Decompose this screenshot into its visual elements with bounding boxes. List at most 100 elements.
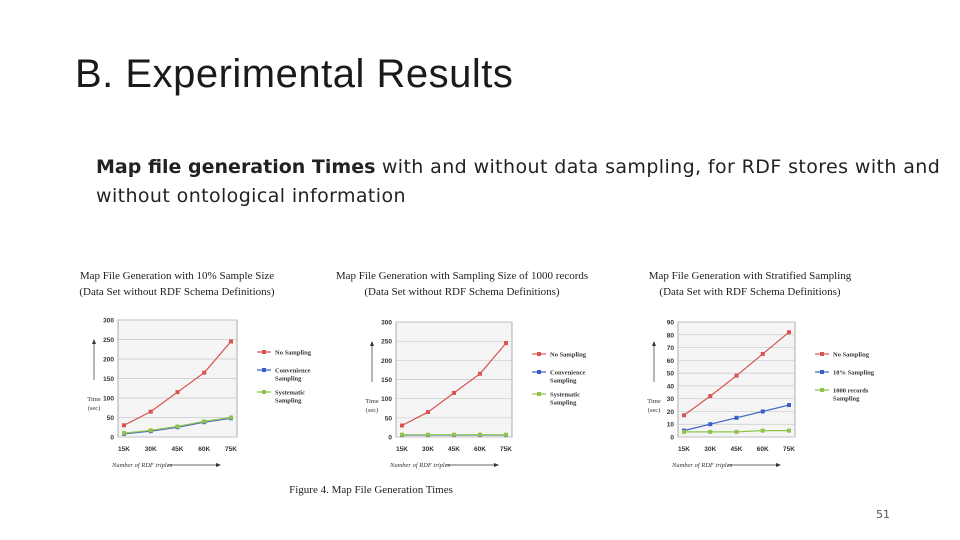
y-tick-label: 10	[667, 422, 675, 429]
legend-marker	[537, 352, 541, 356]
x-tick-label: 15K	[118, 446, 130, 453]
data-point	[202, 370, 207, 375]
data-point	[708, 429, 713, 434]
legend-label: Systematic	[550, 392, 580, 399]
data-point	[452, 390, 456, 395]
y-axis-label: Time	[647, 398, 661, 405]
data-point	[400, 432, 404, 437]
legend-label: No Sampling	[550, 352, 587, 359]
y-tick-label: 100	[381, 396, 392, 403]
legend-label: No Sampling	[833, 352, 870, 359]
y-tick-label: 60	[667, 358, 675, 365]
y-tick-label: 200	[103, 357, 114, 364]
y-tick-label: 0	[670, 435, 674, 442]
data-point	[175, 390, 180, 395]
x-tick-label: 30K	[704, 446, 716, 453]
y-tick-label: 300	[103, 318, 114, 325]
charts-svg: Map File Generation with 10% Sample Size…	[79, 270, 875, 469]
x-axis-label: Number of RDF triples	[671, 462, 733, 469]
legend-label: No Sampling	[275, 350, 312, 357]
y-tick-label: 150	[381, 377, 392, 384]
chart-subtitle: (Data Set with RDF Schema Definitions)	[659, 286, 841, 298]
x-tick-label: 60K	[474, 446, 486, 453]
data-point	[426, 410, 430, 415]
data-point	[452, 432, 456, 437]
data-point	[148, 428, 153, 433]
legend-label: Systematic	[275, 390, 305, 397]
legend-label: Sampling	[550, 378, 577, 385]
y-tick-label: 250	[381, 339, 392, 346]
x-tick-label: 60K	[757, 446, 769, 453]
y-tick-label: 150	[103, 376, 114, 383]
data-point	[202, 419, 207, 424]
y-tick-label: 30	[667, 396, 675, 403]
legend-label: Convenience	[550, 370, 586, 377]
legend-label: Sampling	[833, 396, 860, 403]
x-tick-label: 15K	[396, 446, 408, 453]
data-point	[229, 339, 233, 344]
data-point	[175, 424, 180, 429]
legend-marker	[537, 370, 541, 374]
legend-label: 1000 records	[833, 388, 869, 395]
legend-marker	[262, 368, 266, 372]
data-point	[734, 415, 739, 420]
y-axis-label-unit: (sec)	[648, 407, 661, 414]
x-tick-label: 75K	[783, 446, 795, 453]
x-tick-label: 45K	[731, 446, 743, 453]
y-tick-label: 40	[667, 383, 675, 390]
chart-subtitle: (Data Set without RDF Schema Definitions…	[364, 286, 560, 298]
subtitle-bold: Map file generation Times	[96, 156, 376, 178]
chart-title: Map File Generation with Stratified Samp…	[649, 270, 852, 282]
legend-label: Convenience	[275, 368, 311, 375]
data-point	[734, 429, 739, 434]
data-point	[504, 432, 508, 437]
figure-caption: Figure 4. Map File Generation Times	[289, 484, 453, 496]
data-point	[148, 409, 153, 414]
chart-title: Map File Generation with Sampling Size o…	[336, 270, 588, 282]
legend-marker	[820, 370, 824, 374]
legend-label: 10% Sampling	[833, 370, 875, 377]
subtitle-rest: with and without data sampling, for RDF …	[96, 156, 941, 207]
data-point	[478, 432, 482, 437]
data-point	[787, 330, 791, 335]
data-point	[229, 415, 233, 420]
y-tick-label: 250	[103, 337, 114, 344]
y-tick-label: 50	[107, 415, 115, 422]
x-axis-arrowhead	[776, 463, 781, 467]
y-axis-label: Time	[365, 398, 379, 405]
data-point	[400, 423, 404, 428]
chart-title: Map File Generation with 10% Sample Size	[80, 270, 274, 282]
page-number: 51	[876, 508, 890, 521]
legend-marker	[262, 350, 266, 354]
legend-marker	[820, 388, 824, 392]
slide-title: B. Experimental Results	[75, 52, 514, 96]
data-point	[787, 428, 791, 433]
y-tick-label: 0	[388, 435, 392, 442]
figure: Map File Generation with 10% Sample Size…	[57, 262, 885, 502]
y-tick-label: 300	[381, 320, 392, 327]
y-axis-label-unit: (sec)	[366, 407, 379, 414]
x-tick-label: 30K	[145, 446, 157, 453]
x-tick-label: 45K	[448, 446, 460, 453]
y-axis-arrowhead	[92, 339, 96, 344]
legend-marker	[820, 352, 824, 356]
legend-marker	[537, 392, 541, 396]
chart-subtitle: (Data Set without RDF Schema Definitions…	[79, 286, 275, 298]
x-tick-label: 45K	[172, 446, 184, 453]
data-point	[760, 428, 765, 433]
y-axis-label: Time	[87, 396, 101, 403]
data-point	[760, 409, 765, 414]
x-tick-label: 30K	[422, 446, 434, 453]
data-point	[682, 429, 686, 434]
data-point	[504, 341, 508, 346]
y-axis-arrowhead	[370, 341, 374, 346]
x-tick-label: 75K	[225, 446, 237, 453]
y-tick-label: 50	[667, 371, 675, 378]
data-point	[708, 394, 713, 399]
legend-marker	[262, 390, 266, 394]
legend-label: Sampling	[275, 398, 302, 405]
y-tick-label: 20	[667, 409, 675, 416]
data-point	[682, 413, 686, 418]
x-axis-arrowhead	[494, 463, 499, 467]
y-tick-label: 70	[667, 345, 675, 352]
